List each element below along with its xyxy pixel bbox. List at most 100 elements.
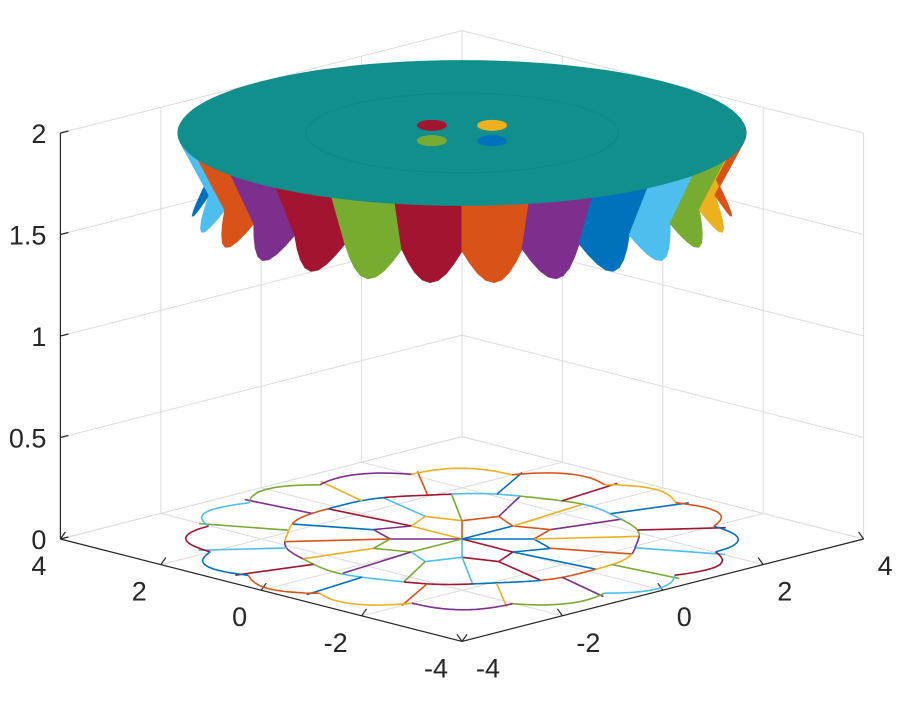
x-tick-label: 0 (677, 602, 692, 632)
z-tick-label: 1.5 (9, 221, 47, 251)
contour-edge (185, 525, 211, 553)
contour-edge (284, 523, 293, 542)
contour-edge (461, 538, 513, 553)
contour-edge (410, 551, 463, 563)
floor-grid-y (361, 512, 764, 617)
z-tick-label: 1 (31, 322, 46, 352)
contour-edge (284, 538, 390, 543)
z-tick-label: 0.5 (9, 424, 47, 454)
contour-edge (244, 498, 313, 515)
contour-edge (292, 523, 375, 531)
z-tick-mark (60, 536, 69, 540)
x-tick-label: 2 (777, 577, 792, 607)
contour-edge (637, 526, 726, 531)
x-tick-label: -4 (476, 653, 500, 683)
contour-edge (235, 563, 314, 576)
y-tick-mark (59, 531, 66, 540)
contour-edge (340, 573, 404, 583)
z-tick-mark (60, 434, 69, 439)
floor-grid-y (160, 461, 563, 566)
x-tick-mark (556, 608, 563, 617)
contour-edge (401, 583, 428, 607)
contour-edge (713, 525, 740, 553)
contour-edge (674, 551, 724, 576)
contour-edge (675, 501, 723, 527)
contour-edge (540, 568, 597, 582)
y-tick-label: 2 (132, 577, 147, 607)
z-tick-label: 2 (31, 119, 46, 149)
contour-edge (411, 602, 513, 611)
x-tick-mark (858, 531, 865, 540)
x-tick-mark (757, 557, 764, 565)
contour-edge (512, 592, 605, 606)
contour-edge (410, 515, 463, 527)
contour-edge (512, 472, 605, 486)
z-tick-label: 0 (31, 525, 46, 555)
contour-edge (512, 538, 552, 553)
contour-edge (320, 480, 363, 502)
contour-edge (411, 525, 463, 540)
contour-edge (383, 493, 452, 499)
contour-edge (306, 576, 363, 596)
contour-edge (461, 525, 513, 540)
contour-edge (461, 551, 514, 563)
contour-edge (461, 515, 514, 527)
contour-edge (520, 495, 584, 505)
contour-edge (561, 576, 604, 598)
x-tick-mark (657, 582, 664, 591)
x-tick-label: -2 (576, 628, 600, 658)
disk-marker (477, 135, 508, 147)
contour-edge (291, 508, 329, 525)
z-tick-mark (60, 333, 69, 337)
contour-edge (461, 556, 474, 585)
contour-edge (327, 496, 384, 510)
wall-grid-z (60, 334, 864, 438)
contour-edge (534, 535, 640, 540)
y-tick-label: 0 (232, 602, 247, 632)
contour-edge (604, 575, 676, 594)
contour-edge (611, 563, 680, 580)
skirt-segment (394, 202, 463, 284)
contour-edge (498, 495, 521, 517)
disk-marker (416, 119, 447, 131)
contour-edge (403, 561, 426, 583)
wall-grid-z (60, 436, 864, 540)
contour-cells (185, 467, 740, 611)
contour-edge (247, 575, 320, 595)
disk-marker (477, 119, 508, 131)
contour-edge (604, 483, 677, 503)
contour-edge (496, 471, 523, 495)
disk-surface (177, 60, 747, 284)
contour-edge (631, 536, 640, 555)
contour-edge (495, 582, 508, 608)
contour-edge (610, 502, 689, 515)
contour-edge (200, 502, 250, 527)
skirt-segment (461, 202, 530, 284)
contour-edge (582, 503, 622, 521)
x-tick-mark (456, 634, 463, 642)
contour-edge (411, 467, 513, 476)
contour-edge (342, 551, 412, 575)
contour-edge (451, 492, 521, 497)
contour-edge (199, 522, 289, 531)
contour-edge (328, 508, 412, 527)
contour-edge (620, 518, 641, 537)
contour-edge (512, 551, 596, 570)
z-tick-mark (60, 130, 69, 134)
contour-edge (372, 525, 412, 540)
contour-edge (319, 592, 412, 606)
contour-edge (595, 553, 633, 570)
contour-edge (635, 547, 725, 556)
y-tick-label: -4 (424, 653, 448, 683)
x-tick-label: 4 (878, 551, 893, 581)
z-tick-mark (60, 231, 69, 236)
contour-edge (550, 518, 623, 531)
contour-edge (549, 547, 632, 555)
y-tick-mark (361, 608, 368, 617)
contour-edge (403, 581, 473, 586)
y-tick-mark (160, 557, 167, 565)
contour-edge (411, 538, 463, 553)
contour-edge (512, 525, 552, 540)
contour-edge (319, 472, 412, 486)
